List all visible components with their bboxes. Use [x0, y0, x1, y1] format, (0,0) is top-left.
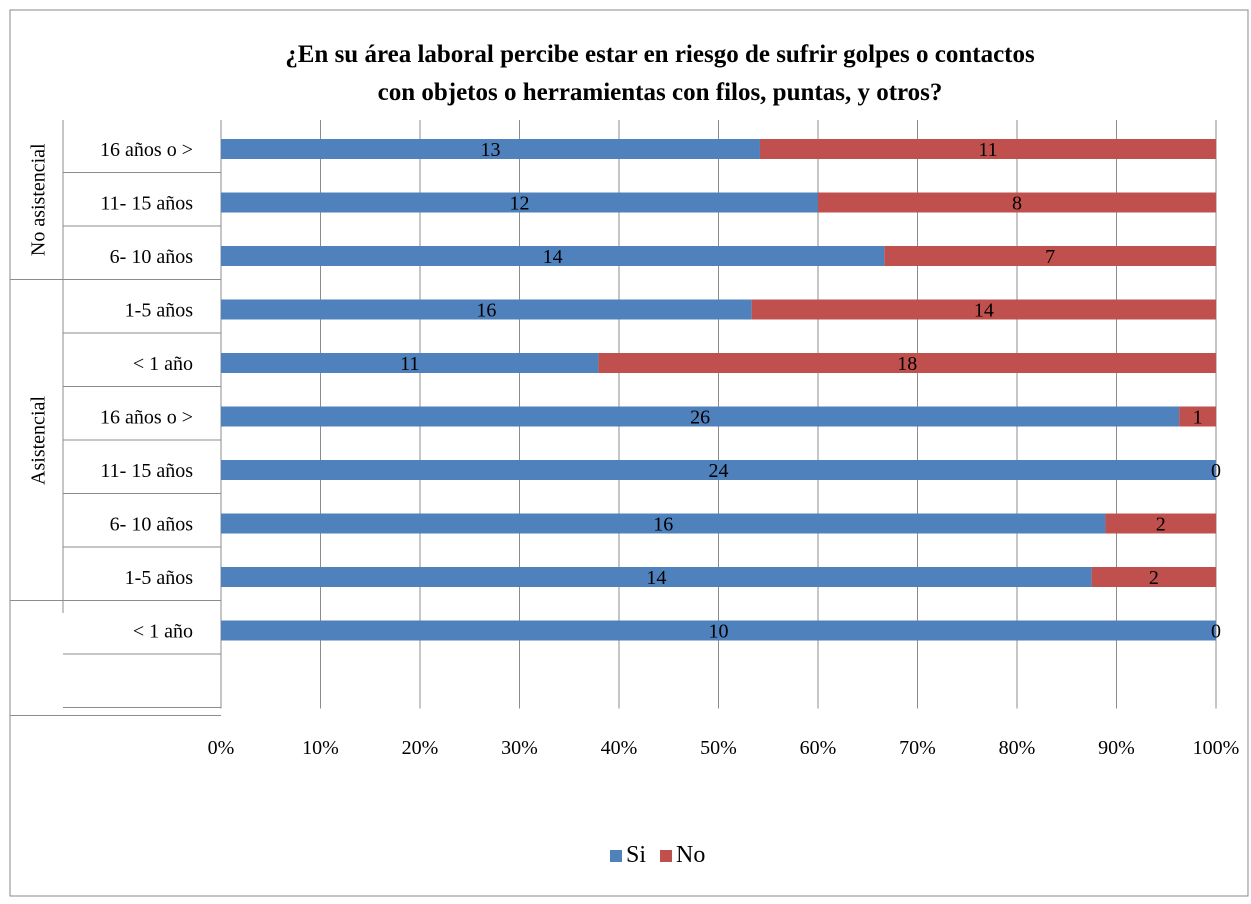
- bar-no: [1179, 406, 1216, 427]
- bar-si: [221, 353, 599, 373]
- category-label: 16 años o >: [100, 407, 193, 429]
- x-tick-label: 80%: [999, 737, 1036, 759]
- data-label: 0: [1211, 621, 1221, 643]
- category-label: 11- 15 años: [100, 460, 193, 482]
- x-tick-label: 20%: [402, 737, 439, 759]
- bar-no: [818, 192, 1216, 213]
- bar-si: [221, 139, 760, 159]
- legend-swatch-no: [660, 850, 673, 862]
- data-label: 0: [1211, 460, 1221, 482]
- legend-swatch-si: [610, 850, 622, 862]
- data-label: 10: [709, 621, 729, 643]
- data-label: 11: [400, 353, 419, 375]
- x-axis-ticks: 0% 10% 20% 30% 40% 50% 60% 70% 80% 90% 100%: [208, 737, 1240, 759]
- x-tick-label: 40%: [601, 737, 638, 759]
- x-tick-label: 50%: [700, 737, 737, 759]
- x-tick-label: 0%: [208, 737, 235, 759]
- data-label: 16: [653, 514, 673, 536]
- x-tick-label: 60%: [800, 737, 837, 759]
- legend: Si No: [610, 842, 705, 868]
- data-label: 18: [897, 353, 917, 375]
- bar-no: [759, 139, 1216, 159]
- data-label: 11: [978, 139, 997, 161]
- bar-si: [221, 246, 885, 266]
- data-label: 13: [480, 139, 500, 161]
- bars: [221, 139, 1216, 641]
- bar-no: [1091, 567, 1216, 587]
- data-labels: 13 11 12 8 14 7 16 14 11 18 26 1 24 0 16 2 14 2 10 0: [400, 139, 1221, 643]
- legend-label-no: No: [676, 842, 705, 868]
- data-label: 14: [543, 246, 563, 268]
- data-label: 12: [510, 193, 530, 215]
- bar-si: [221, 460, 1216, 480]
- data-label: 8: [1012, 193, 1022, 215]
- category-label: 16 años o >: [100, 139, 193, 161]
- legend-label-si: Si: [626, 842, 646, 868]
- x-tick-label: 90%: [1098, 737, 1135, 759]
- data-label: 26: [690, 407, 710, 429]
- x-tick-label: 10%: [302, 737, 339, 759]
- category-label: < 1 año: [133, 353, 193, 375]
- data-label: 16: [476, 300, 496, 322]
- data-label: 1: [1193, 407, 1203, 429]
- x-tick-label: 70%: [899, 737, 936, 759]
- bar-si: [221, 513, 1106, 534]
- data-label: 2: [1156, 514, 1166, 536]
- bar-no: [1105, 513, 1216, 534]
- bar-no: [598, 353, 1216, 373]
- category-axis: No asistencial Asistencial 16 años o > 11- …: [10, 120, 222, 716]
- bar-si: [221, 192, 818, 213]
- category-label: 6- 10 años: [110, 246, 194, 268]
- data-label: 24: [709, 460, 729, 482]
- bar-si: [221, 406, 1180, 427]
- x-tick-label: 100%: [1193, 737, 1240, 759]
- group-label: Asistencial: [28, 396, 50, 485]
- data-label: 14: [646, 567, 666, 589]
- category-label: 1-5 años: [125, 567, 194, 589]
- category-label: 11- 15 años: [100, 193, 193, 215]
- chart-title-line-2: con objetos o herramientas con filos, pu…: [378, 79, 943, 106]
- bar-si: [221, 299, 752, 320]
- x-tick-label: 30%: [501, 737, 538, 759]
- data-label: 2: [1149, 567, 1159, 589]
- chart-title-line-1: ¿En su área laboral percibe estar en rie…: [285, 41, 1035, 68]
- bar-no: [884, 246, 1216, 266]
- bar-si: [221, 620, 1216, 641]
- data-label: 7: [1045, 246, 1055, 268]
- group-label: No asistencial: [28, 143, 50, 256]
- data-label: 14: [974, 300, 994, 322]
- category-label: 1-5 años: [125, 300, 194, 322]
- bar-no: [751, 299, 1216, 320]
- bar-si: [221, 567, 1092, 587]
- category-label: < 1 año: [133, 621, 193, 643]
- category-label: 6- 10 años: [110, 514, 194, 536]
